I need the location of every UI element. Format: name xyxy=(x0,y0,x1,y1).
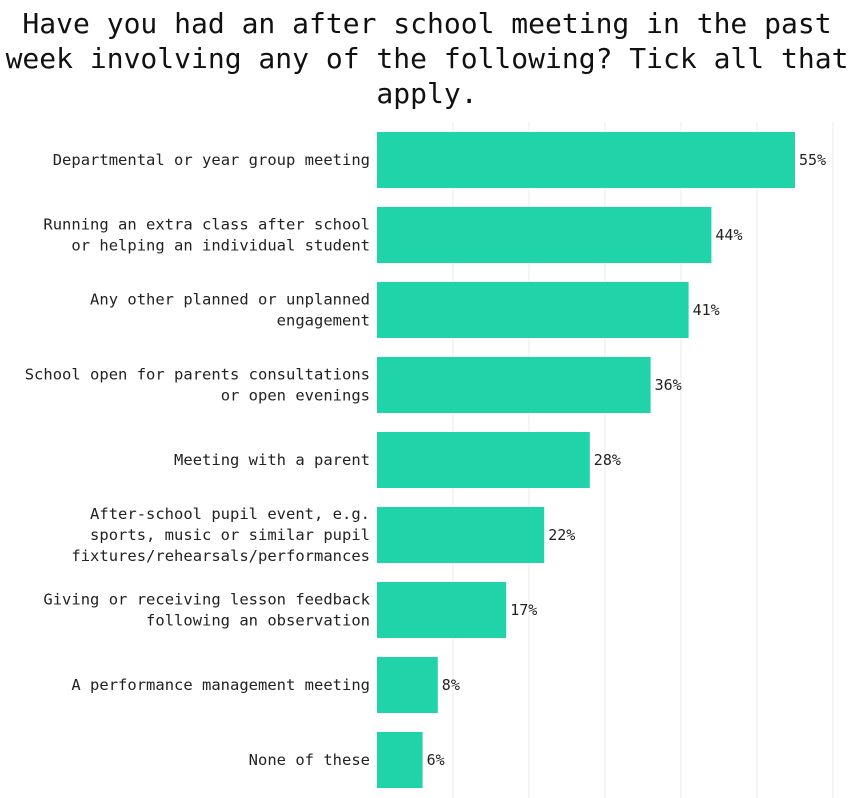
category-label: A performance management meeting xyxy=(71,676,370,694)
bar xyxy=(377,507,545,563)
data-label: 55% xyxy=(799,151,826,169)
category-label: fixtures/rehearsals/performances xyxy=(71,547,370,565)
category-label: Any other planned or unplanned xyxy=(90,291,370,309)
data-label: 44% xyxy=(715,226,742,244)
chart-title: Have you had an after school meeting in … xyxy=(5,7,849,110)
category-label: following an observation xyxy=(146,612,370,630)
category-label: Giving or receiving lesson feedback xyxy=(43,591,370,609)
data-label: 22% xyxy=(548,526,575,544)
data-label: 41% xyxy=(693,301,720,319)
category-label: Departmental or year group meeting xyxy=(53,151,370,169)
category-label: or helping an individual student xyxy=(71,237,370,255)
bar xyxy=(377,132,795,188)
bar xyxy=(377,207,712,263)
category-label: After-school pupil event, e.g. xyxy=(90,505,370,523)
bar xyxy=(377,657,438,713)
data-label: 36% xyxy=(655,376,682,394)
data-label: 28% xyxy=(594,451,621,469)
category-label: or open evenings xyxy=(221,387,370,405)
bar xyxy=(377,357,651,413)
bar xyxy=(377,282,689,338)
category-label: engagement xyxy=(277,312,370,330)
data-label: 6% xyxy=(427,751,445,769)
bar xyxy=(377,732,423,788)
category-label: sports, music or similar pupil xyxy=(90,526,370,544)
data-label: 8% xyxy=(442,676,460,694)
bar xyxy=(377,582,507,638)
data-label: 17% xyxy=(510,601,537,619)
category-label: Running an extra class after school xyxy=(43,216,370,234)
bar xyxy=(377,432,590,488)
category-label: Meeting with a parent xyxy=(174,451,370,469)
category-label: None of these xyxy=(249,751,370,769)
category-label: School open for parents consultations xyxy=(25,366,370,384)
